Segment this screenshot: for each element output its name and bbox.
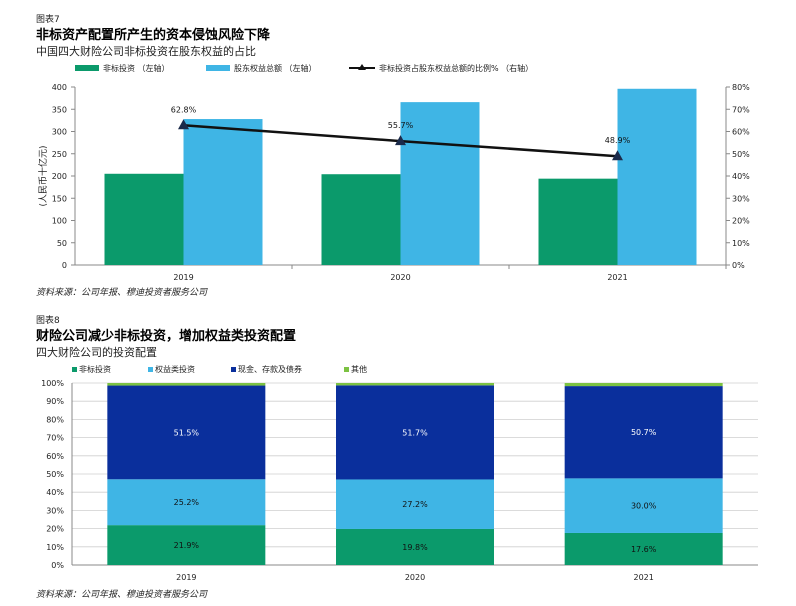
legend-label-2: 权益类投资 <box>155 364 195 374</box>
y-tick-label: 30% <box>46 506 64 515</box>
bar-equity-2020 <box>400 102 480 265</box>
y-tick-label: 200 <box>52 172 67 181</box>
ratio-marker-2019 <box>178 119 189 130</box>
y2-tick-label: 30% <box>732 194 750 203</box>
stack-3-2021 <box>564 386 723 479</box>
fig7-subtitle: 中国四大财险公司非标投资在股东权益的占比 <box>36 45 256 58</box>
stack-label-1-2019: 21.9% <box>174 541 200 550</box>
stack-label-3-2019: 51.5% <box>174 428 200 437</box>
y-tick-label: 10% <box>46 543 64 552</box>
y-tick-label: 50 <box>57 239 67 248</box>
y2-tick-label: 60% <box>732 128 750 137</box>
stack-label-2-2020: 27.2% <box>402 500 428 509</box>
legend-label-1: 非标投资 （左轴） <box>103 63 170 73</box>
legend-swatch-1 <box>72 367 77 372</box>
y-tick-label: 0% <box>51 561 64 570</box>
bar-nonstandard-2019 <box>104 173 184 265</box>
fig8-source: 资料来源：公司年报、穆迪投资者服务公司 <box>36 590 208 600</box>
ratio-label-2021: 48.9% <box>605 136 631 145</box>
legend-label-4: 其他 <box>351 364 367 374</box>
legend-swatch-2 <box>206 65 230 71</box>
y-tick-label: 400 <box>52 83 67 92</box>
fig7-source: 资料来源：公司年报、穆迪投资者服务公司 <box>36 288 208 298</box>
y-tick-label: 50% <box>46 470 64 479</box>
chart-fig7: 非标投资 （左轴） 股东权益总额 （左轴） 非标投资占股东权益总额的比例% （右轴）… <box>37 63 750 282</box>
y2-tick-label: 10% <box>732 239 750 248</box>
stack-label-2-2021: 30.0% <box>631 502 657 511</box>
legend-label-3: 非标投资占股东权益总额的比例% （右轴） <box>379 63 533 73</box>
y-tick-label: 100 <box>52 217 67 226</box>
x-tick-label: 2019 <box>176 573 196 582</box>
fig8-number: 图表8 <box>36 316 60 326</box>
legend-swatch-1 <box>75 65 99 71</box>
fig7-number: 图表7 <box>36 15 60 25</box>
ratio-marker-2021 <box>612 150 623 161</box>
legend-label-2: 股东权益总额 （左轴） <box>234 63 317 73</box>
bar-equity-2021 <box>617 88 697 265</box>
bar-nonstandard-2021 <box>538 178 618 265</box>
y-tick-label: 20% <box>46 525 64 534</box>
y2-tick-label: 50% <box>732 150 750 159</box>
legend-swatch-3 <box>231 367 236 372</box>
stack-1-2021 <box>564 532 723 565</box>
x-tick-label: 2019 <box>173 273 193 282</box>
legend-label-3: 现金、存款及债券 <box>238 364 302 374</box>
fig7-title: 非标资产配置所产生的资本侵蚀风险下降 <box>36 28 271 43</box>
legend-label-1: 非标投资 <box>79 364 111 374</box>
ratio-marker-2020 <box>395 135 406 146</box>
stack-label-3-2021: 50.7% <box>631 428 657 437</box>
stack-label-3-2020: 51.7% <box>402 428 428 437</box>
ratio-label-2019: 62.8% <box>171 105 197 114</box>
stack-2-2021 <box>564 478 723 533</box>
stack-4-2021 <box>564 383 723 387</box>
y-tick-label: 300 <box>52 128 67 137</box>
fig8-subtitle: 四大财险公司的投资配置 <box>36 346 157 359</box>
bar-nonstandard-2020 <box>321 174 401 265</box>
y2-tick-label: 20% <box>732 217 750 226</box>
y-tick-label: 90% <box>46 397 64 406</box>
y-axis-label: (人民币十亿元) <box>37 145 49 206</box>
legend-swatch-2 <box>148 367 153 372</box>
stack-4-2019 <box>107 383 266 386</box>
y-tick-label: 40% <box>46 488 64 497</box>
y-tick-label: 0 <box>62 261 67 270</box>
y-tick-label: 350 <box>52 105 67 114</box>
chart-fig8: 非标投资 权益类投资 现金、存款及债券 其他 0% 10% 20% 30% 40% 50% 60% 7… <box>41 364 758 582</box>
stack-2-2019 <box>107 479 266 526</box>
stack-label-2-2019: 25.2% <box>174 498 200 507</box>
stack-label-1-2020: 19.8% <box>402 543 428 552</box>
y-tick-label: 80% <box>46 415 64 424</box>
stack-3-2019 <box>107 385 266 480</box>
y-tick-label: 100% <box>41 379 64 388</box>
x-tick-label: 2020 <box>390 273 410 282</box>
stack-1-2019 <box>107 525 266 565</box>
stack-label-1-2021: 17.6% <box>631 545 657 554</box>
y2-tick-label: 0% <box>732 261 745 270</box>
y2-tick-label: 70% <box>732 105 750 114</box>
stack-3-2020 <box>336 385 494 480</box>
legend-swatch-4 <box>344 367 349 372</box>
y-tick-label: 150 <box>52 194 67 203</box>
x-tick-label: 2020 <box>405 573 425 582</box>
y-tick-label: 250 <box>52 150 67 159</box>
y-tick-label: 70% <box>46 434 64 443</box>
legend-marker <box>358 64 366 70</box>
fig8-title: 财险公司减少非标投资，增加权益类投资配置 <box>36 329 297 344</box>
stack-2-2020 <box>336 479 494 529</box>
stack-1-2020 <box>336 528 494 565</box>
ratio-label-2020: 55.7% <box>388 121 414 130</box>
y2-tick-label: 40% <box>732 172 750 181</box>
y2-tick-label: 80% <box>732 83 750 92</box>
x-tick-label: 2021 <box>633 573 653 582</box>
y-tick-label: 60% <box>46 452 64 461</box>
stack-4-2020 <box>336 383 494 386</box>
bar-equity-2019 <box>183 119 263 265</box>
x-tick-label: 2021 <box>607 273 627 282</box>
